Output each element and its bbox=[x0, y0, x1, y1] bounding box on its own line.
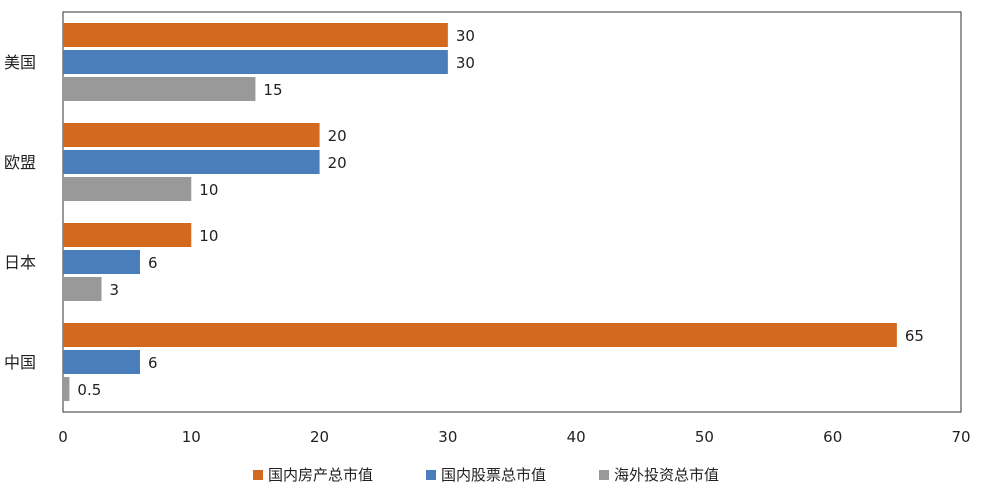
category-label: 美国 bbox=[4, 53, 36, 72]
bar bbox=[63, 123, 320, 147]
plot-area-border bbox=[62, 11, 962, 413]
data-label: 65 bbox=[905, 327, 924, 345]
data-label: 6 bbox=[148, 354, 158, 372]
bar bbox=[63, 50, 448, 74]
data-label: 30 bbox=[456, 27, 475, 45]
x-tick-label: 60 bbox=[823, 428, 842, 446]
x-tick-label: 30 bbox=[438, 428, 457, 446]
bar bbox=[63, 77, 256, 101]
legend-label: 海外投资总市值 bbox=[614, 466, 719, 484]
category-label: 日本 bbox=[4, 253, 36, 272]
data-labels-group: 30 30 15 20 20 10 10 6 3 65 6 0.5 bbox=[77, 27, 924, 399]
legend: 国内房产总市值 国内股票总市值 海外投资总市值 bbox=[253, 466, 719, 484]
x-tick-label: 20 bbox=[310, 428, 329, 446]
bar bbox=[63, 250, 140, 274]
x-tick-label: 50 bbox=[695, 428, 714, 446]
bar bbox=[63, 150, 320, 174]
x-tick-label: 70 bbox=[951, 428, 970, 446]
bar bbox=[63, 223, 192, 247]
legend-swatch bbox=[253, 470, 263, 480]
data-label: 6 bbox=[148, 254, 158, 272]
x-tick-label: 10 bbox=[182, 428, 201, 446]
bar bbox=[63, 350, 140, 374]
data-label: 10 bbox=[199, 181, 218, 199]
legend-swatch bbox=[426, 470, 436, 480]
x-tick-label: 0 bbox=[58, 428, 68, 446]
bar bbox=[63, 177, 192, 201]
data-label: 15 bbox=[263, 81, 282, 99]
x-tick-labels-group: 0 10 20 30 40 50 60 70 bbox=[58, 428, 970, 446]
bars-group bbox=[63, 23, 897, 401]
category-label: 中国 bbox=[4, 353, 36, 372]
legend-swatch bbox=[599, 470, 609, 480]
x-tick-label: 40 bbox=[567, 428, 586, 446]
data-label: 10 bbox=[199, 227, 218, 245]
bar bbox=[63, 23, 448, 47]
legend-label: 国内房产总市值 bbox=[268, 466, 373, 484]
data-label: 20 bbox=[328, 127, 347, 145]
bar bbox=[63, 277, 102, 301]
category-label: 欧盟 bbox=[4, 153, 36, 172]
data-label: 3 bbox=[109, 281, 119, 299]
data-label: 30 bbox=[456, 54, 475, 72]
legend-label: 国内股票总市值 bbox=[441, 466, 546, 484]
bar bbox=[63, 323, 897, 347]
data-label: 0.5 bbox=[77, 381, 101, 399]
bar bbox=[63, 377, 70, 401]
data-label: 20 bbox=[328, 154, 347, 172]
